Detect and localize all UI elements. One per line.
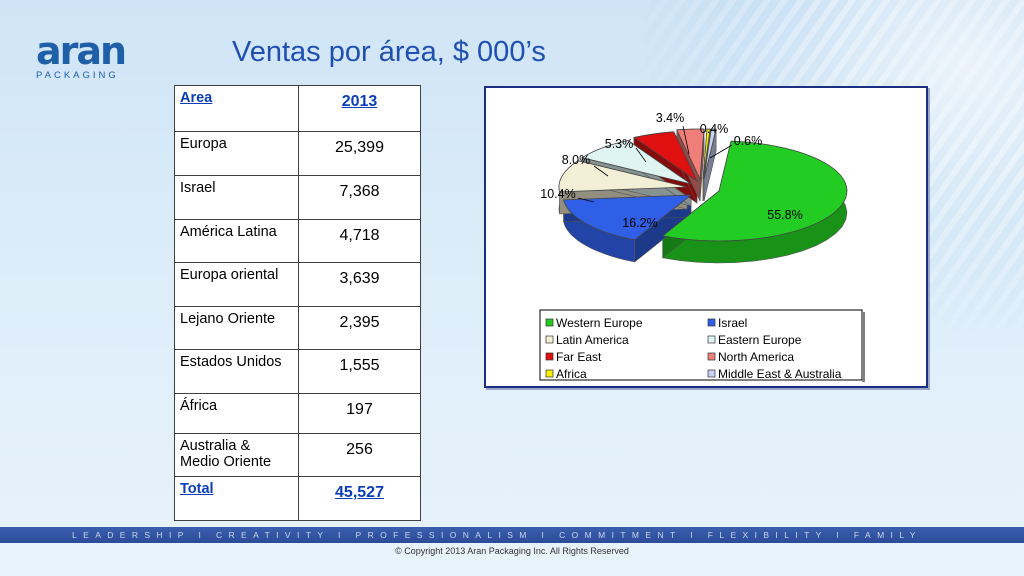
row-value: 197 bbox=[298, 393, 421, 434]
data-label: 3.4% bbox=[656, 111, 685, 125]
data-label: 5.3% bbox=[605, 137, 634, 151]
total-area-cell: Total bbox=[174, 476, 299, 521]
legend-swatch bbox=[545, 335, 554, 344]
values-band: LEADERSHIP I CREATIVITY I PROFESSIONALIS… bbox=[0, 527, 1024, 543]
row-area: Australia & Medio Oriente bbox=[174, 433, 299, 477]
header-area-link[interactable]: Area bbox=[180, 90, 213, 106]
total-label-link[interactable]: Total bbox=[180, 481, 214, 497]
data-label: 0.4% bbox=[700, 122, 729, 136]
table-row: Europa 25,399 bbox=[174, 131, 421, 176]
data-label: 55.8% bbox=[767, 208, 802, 222]
legend-entry: North America bbox=[718, 350, 794, 364]
data-label: 0.6% bbox=[734, 134, 763, 148]
company-logo: aran PACKAGING bbox=[36, 29, 136, 81]
table-row: África 197 bbox=[174, 393, 421, 434]
table-row: América Latina 4,718 bbox=[174, 219, 421, 263]
legend-swatch bbox=[707, 335, 716, 344]
pie-slice-western-europe bbox=[661, 140, 848, 242]
leader-line bbox=[682, 125, 690, 155]
header-area-cell: Area bbox=[174, 85, 299, 132]
row-value: 3,639 bbox=[298, 262, 421, 307]
legend-entry: Latin America bbox=[556, 333, 629, 347]
header-year-link[interactable]: 2013 bbox=[341, 93, 378, 110]
legend-entry: Eastern Europe bbox=[718, 333, 802, 347]
legend-entry: Israel bbox=[718, 316, 747, 330]
leader-line bbox=[577, 197, 595, 203]
row-value: 25,399 bbox=[298, 131, 421, 176]
pie-top-layer bbox=[558, 128, 848, 242]
row-value: 1,555 bbox=[298, 349, 421, 394]
table-header-row: Area 2013 bbox=[174, 85, 421, 132]
total-value-link[interactable]: 45,527 bbox=[335, 484, 384, 501]
data-label: 16.2% bbox=[622, 216, 657, 230]
legend-entry: Western Europe bbox=[556, 316, 643, 330]
sales-table: Area 2013 Europa 25,399 Israel 7,368 Amé… bbox=[174, 85, 421, 521]
legend-swatch bbox=[545, 318, 554, 327]
row-area: África bbox=[174, 393, 299, 434]
row-area: Europa oriental bbox=[174, 262, 299, 307]
pie-slice-north-america bbox=[676, 128, 705, 181]
slide-title: Ventas por área, $ 000’s bbox=[232, 36, 546, 68]
legend-swatch bbox=[545, 352, 554, 361]
leader-line bbox=[593, 165, 609, 177]
header-year-cell: 2013 bbox=[298, 85, 421, 132]
row-area: Estados Unidos bbox=[174, 349, 299, 394]
legend-swatch bbox=[707, 318, 716, 327]
legend-swatch bbox=[707, 352, 716, 361]
logo-wordmark: aran bbox=[36, 29, 127, 73]
leader-line bbox=[635, 147, 647, 163]
row-value: 256 bbox=[298, 433, 421, 477]
pie-slice-latin-america bbox=[558, 160, 688, 193]
legend-shadow bbox=[862, 312, 865, 382]
legend-swatch bbox=[707, 369, 716, 378]
legend-box bbox=[539, 309, 863, 381]
row-value: 7,368 bbox=[298, 175, 421, 220]
pie-slice-africa bbox=[702, 128, 711, 180]
pie-slice-middle-east-australia bbox=[703, 128, 717, 180]
table-row: Lejano Oriente 2,395 bbox=[174, 306, 421, 350]
chart-legend: Western Europe Israel Latin America Eastern… bbox=[539, 309, 865, 382]
pie-slice-eastern-europe bbox=[581, 140, 692, 185]
table-total-row: Total 45,527 bbox=[174, 476, 421, 521]
row-area: Israel bbox=[174, 175, 299, 220]
table-row: Australia & Medio Oriente 256 bbox=[174, 433, 421, 477]
logo-subtitle: PACKAGING bbox=[36, 70, 119, 81]
table-row: Estados Unidos 1,555 bbox=[174, 349, 421, 394]
table-row: Israel 7,368 bbox=[174, 175, 421, 220]
row-value: 2,395 bbox=[298, 306, 421, 350]
data-label: 10.4% bbox=[540, 187, 575, 201]
data-label: 8.0% bbox=[562, 153, 591, 167]
pie-chart-canvas: 55.8% 16.2% 10.4% 8.0% 5.3% 3.4% 0.4% 0.6% Weste… bbox=[539, 111, 865, 382]
row-area: Lejano Oriente bbox=[174, 306, 299, 350]
row-area: América Latina bbox=[174, 219, 299, 263]
row-area: Europa bbox=[174, 131, 299, 176]
legend-entry: Middle East & Australia bbox=[718, 367, 842, 381]
legend-entry: Far East bbox=[556, 350, 602, 364]
pie-chart: 55.8% 16.2% 10.4% 8.0% 5.3% 3.4% 0.4% 0.6% Weste… bbox=[484, 86, 928, 388]
pie-slice-israel bbox=[563, 194, 693, 241]
total-value-cell: 45,527 bbox=[298, 476, 421, 521]
pie-slice-far-east bbox=[633, 131, 698, 183]
table-row: Europa oriental 3,639 bbox=[174, 262, 421, 307]
copyright-text: © Copyright 2013 Aran Packaging Inc. All… bbox=[395, 546, 629, 556]
leader-line bbox=[709, 144, 733, 159]
row-value: 4,718 bbox=[298, 219, 421, 263]
legend-entry: Africa bbox=[556, 367, 587, 381]
legend-swatch bbox=[545, 369, 554, 378]
